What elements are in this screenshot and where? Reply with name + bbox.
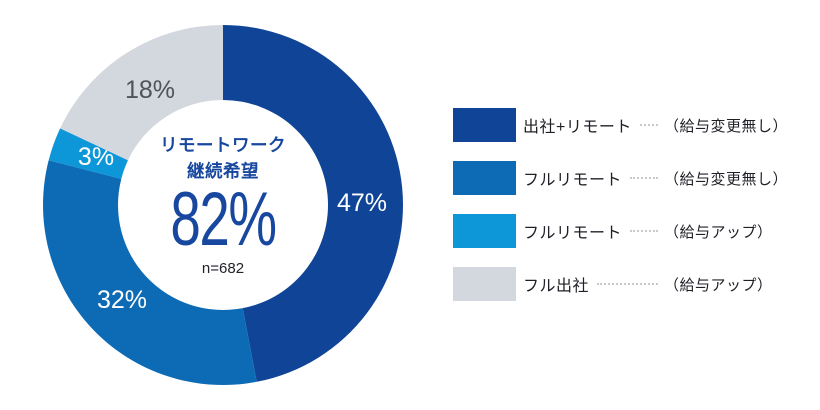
donut-segment-1 [43, 160, 257, 385]
legend-item-full-office: フル出社 （給与アップ） [453, 267, 803, 301]
legend-leader-line [630, 230, 658, 232]
donut-segment-2 [48, 128, 128, 179]
center-value: 82% [170, 177, 277, 262]
donut-segment-3 [60, 24, 223, 161]
legend-leader-line [630, 177, 658, 179]
donut-center-label: リモートワーク 継続希望 82% n=682 [111, 132, 335, 277]
center-label-line2: 継続希望 [187, 161, 259, 181]
legend-mid: フルリモート [523, 219, 664, 243]
donut-svg: 47%32%3%18% [43, 24, 403, 385]
legend-swatch [453, 267, 516, 301]
legend-leader-line [639, 124, 658, 126]
legend-mid: フルリモート [523, 166, 664, 190]
legend-leader-line [597, 283, 658, 285]
legend: 出社+リモート （給与変更無し） フルリモート （給与変更無し） フルリモート … [453, 108, 803, 320]
donut-segment-value-label-3: 18% [125, 76, 175, 104]
legend-label: フルリモート [523, 172, 623, 189]
donut-segment-value-label-0: 47% [337, 189, 387, 217]
legend-condition: （給与変更無し） [664, 117, 789, 135]
donut-segment-value-label-1: 32% [97, 286, 147, 314]
legend-condition: （給与変更無し） [664, 170, 789, 188]
legend-mid: フル出社 [523, 272, 664, 296]
legend-swatch [453, 214, 516, 248]
legend-label: 出社+リモート [523, 119, 632, 136]
legend-item-full-remote-pay-up: フルリモート （給与アップ） [453, 214, 803, 248]
legend-swatch [453, 161, 516, 195]
legend-condition: （給与アップ） [664, 276, 773, 294]
center-label-line1: リモートワーク [160, 135, 286, 155]
sample-size: n=682 [201, 260, 245, 277]
donut-segment-0 [223, 25, 403, 382]
legend-item-office-plus-remote: 出社+リモート （給与変更無し） [453, 108, 803, 142]
legend-item-full-remote-same-pay: フルリモート （給与変更無し） [453, 161, 803, 195]
donut-chart: 47% 32% 3% 18% リモートワーク 継続希望 82% n=682 [43, 24, 403, 385]
legend-label: フル出社 [523, 278, 590, 295]
legend-condition: （給与アップ） [664, 223, 773, 241]
legend-mid: 出社+リモート [523, 113, 664, 137]
legend-label: フルリモート [523, 225, 623, 242]
legend-swatch [453, 108, 516, 142]
